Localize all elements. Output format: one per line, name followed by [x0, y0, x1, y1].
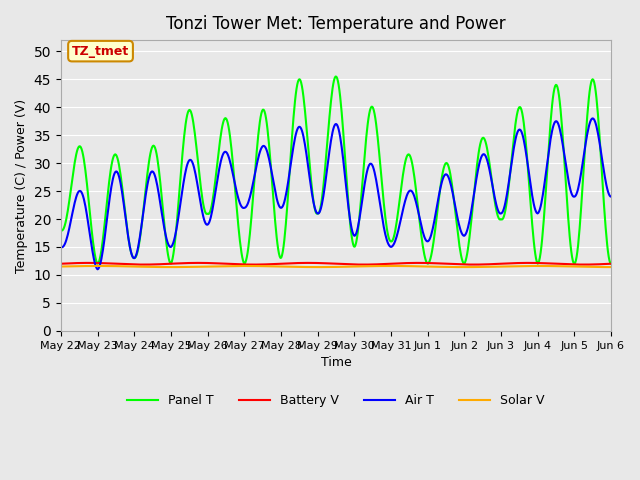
Solar V	[607, 264, 615, 270]
Line: Solar V: Solar V	[61, 266, 611, 267]
Solar V	[209, 264, 217, 269]
Panel T	[124, 228, 131, 234]
Air T	[589, 116, 596, 121]
Solar V	[94, 263, 102, 269]
Air T	[180, 177, 188, 182]
Solar V	[420, 264, 428, 269]
Line: Panel T: Panel T	[61, 76, 611, 264]
Battery V	[57, 261, 65, 266]
Battery V	[420, 260, 428, 266]
Battery V	[180, 260, 188, 266]
Solar V	[57, 264, 65, 269]
X-axis label: Time: Time	[321, 356, 351, 369]
Battery V	[209, 260, 217, 266]
Panel T	[607, 261, 615, 266]
Panel T	[57, 228, 65, 233]
Solar V	[404, 263, 412, 269]
Air T	[67, 218, 75, 224]
Line: Battery V: Battery V	[61, 263, 611, 264]
Line: Air T: Air T	[61, 119, 611, 269]
Air T	[124, 234, 132, 240]
Air T	[57, 244, 65, 250]
Title: Tonzi Tower Met: Temperature and Power: Tonzi Tower Met: Temperature and Power	[166, 15, 506, 33]
Battery V	[124, 262, 132, 267]
Panel T	[179, 142, 187, 147]
Battery V	[67, 261, 75, 266]
Battery V	[84, 260, 92, 266]
Battery V	[404, 260, 412, 266]
Battery V	[580, 262, 588, 267]
Solar V	[67, 264, 75, 269]
Air T	[420, 232, 428, 238]
Text: TZ_tmet: TZ_tmet	[72, 45, 129, 58]
Battery V	[607, 261, 615, 266]
Legend: Panel T, Battery V, Air T, Solar V: Panel T, Battery V, Air T, Solar V	[122, 389, 550, 412]
Panel T	[420, 248, 428, 253]
Air T	[404, 191, 412, 197]
Panel T	[67, 187, 75, 192]
Panel T	[404, 152, 412, 158]
Air T	[607, 194, 615, 200]
Solar V	[180, 264, 188, 270]
Panel T	[209, 199, 216, 204]
Y-axis label: Temperature (C) / Power (V): Temperature (C) / Power (V)	[15, 98, 28, 273]
Air T	[209, 203, 217, 208]
Air T	[94, 266, 102, 272]
Panel T	[332, 73, 339, 79]
Solar V	[124, 264, 132, 269]
